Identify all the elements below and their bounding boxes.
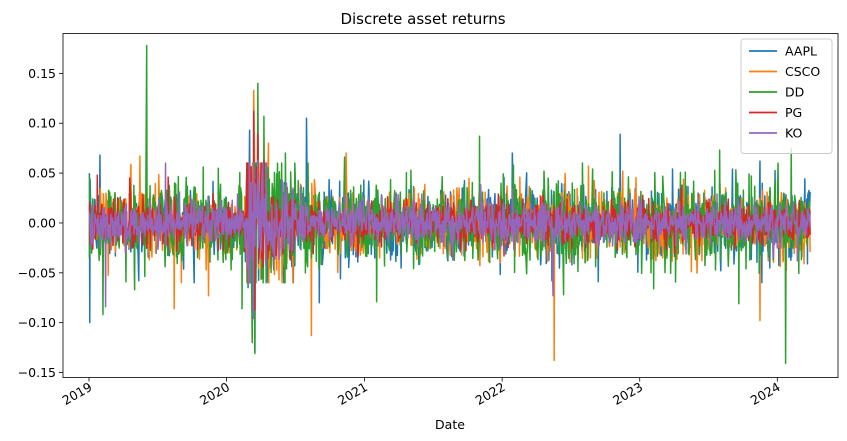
y-tick-label: −0.10: [18, 315, 56, 330]
plot-area: [88, 44, 811, 365]
x-tick-label: 2019: [59, 379, 94, 408]
legend-label: DD: [785, 85, 804, 100]
legend: AAPL CSCO DD PG KO: [740, 38, 833, 154]
legend-label: AAPL: [785, 44, 817, 59]
y-tick-label: −0.15: [18, 365, 56, 380]
y-tick-label: 0.15: [28, 66, 56, 81]
x-axis: 2019 2020 2021 2022 2023 2024: [59, 377, 783, 408]
x-tick-label: 2020: [197, 379, 232, 408]
legend-label: KO: [785, 126, 803, 141]
legend-label: CSCO: [785, 64, 820, 79]
y-tick-label: 0.00: [28, 215, 56, 230]
y-axis: 0.15 0.10 0.05 0.00 −0.05 −0.10 −0.15: [18, 66, 63, 380]
x-tick-label: 2024: [748, 379, 783, 408]
y-tick-label: 0.10: [28, 116, 56, 131]
y-tick-label: −0.05: [18, 265, 56, 280]
legend-label: PG: [785, 105, 802, 120]
series-line-ko: [88, 159, 811, 320]
x-tick-label: 2022: [473, 379, 508, 408]
x-tick-label: 2021: [335, 379, 370, 408]
plot-frame: [62, 33, 839, 378]
x-tick-label: 2023: [610, 379, 645, 408]
legend-box: [740, 38, 833, 154]
x-axis-label: Date: [435, 417, 465, 432]
chart-title: Discrete asset returns: [340, 10, 505, 28]
y-tick-label: 0.05: [28, 166, 56, 181]
